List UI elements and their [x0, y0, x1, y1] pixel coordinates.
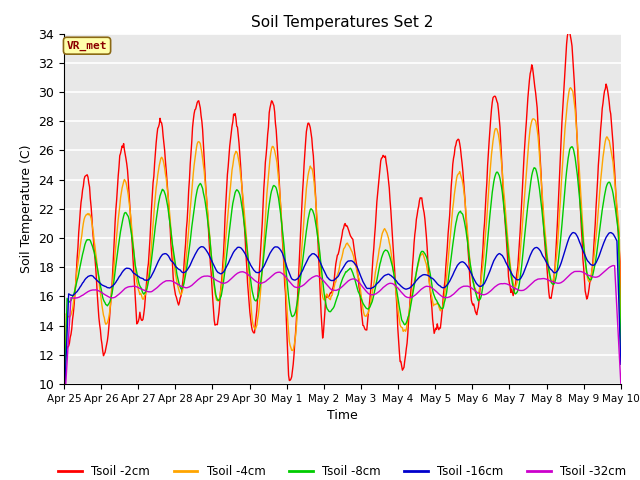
Tsoil -4cm [426, 286, 434, 291]
Tsoil -32cm [184, 285, 192, 290]
Tsoil -8cm [568, 144, 576, 150]
Tsoil -32cm [214, 278, 221, 284]
Tsoil -32cm [426, 284, 434, 290]
Tsoil -16cm [214, 269, 221, 275]
Tsoil -16cm [617, 361, 625, 367]
Line: Tsoil -2cm: Tsoil -2cm [64, 32, 621, 436]
Tsoil -4cm [617, 334, 625, 339]
Tsoil -2cm [70, 302, 78, 308]
Tsoil -16cm [60, 408, 68, 414]
Tsoil -2cm [60, 433, 68, 439]
Tsoil -8cm [410, 284, 418, 289]
Tsoil -8cm [214, 297, 221, 302]
Tsoil -4cm [70, 295, 78, 301]
Tsoil -32cm [410, 293, 418, 299]
Text: VR_met: VR_met [67, 41, 108, 51]
Tsoil -2cm [127, 228, 135, 233]
Tsoil -32cm [617, 380, 625, 386]
Tsoil -8cm [426, 271, 434, 277]
Tsoil -16cm [184, 266, 192, 272]
Tsoil -8cm [60, 409, 68, 415]
Line: Tsoil -16cm: Tsoil -16cm [64, 233, 621, 411]
Legend: Tsoil -2cm, Tsoil -4cm, Tsoil -8cm, Tsoil -16cm, Tsoil -32cm: Tsoil -2cm, Tsoil -4cm, Tsoil -8cm, Tsoi… [54, 461, 631, 480]
Tsoil -4cm [410, 280, 418, 286]
Tsoil -2cm [184, 204, 192, 210]
Tsoil -2cm [426, 289, 434, 295]
Tsoil -4cm [566, 85, 574, 91]
Line: Tsoil -8cm: Tsoil -8cm [64, 147, 621, 412]
Line: Tsoil -4cm: Tsoil -4cm [64, 88, 621, 421]
Tsoil -32cm [127, 284, 135, 289]
Tsoil -32cm [70, 295, 78, 301]
X-axis label: Time: Time [327, 409, 358, 422]
Tsoil -16cm [410, 281, 418, 287]
Tsoil -8cm [184, 256, 192, 262]
Tsoil -8cm [617, 347, 625, 353]
Title: Soil Temperatures Set 2: Soil Temperatures Set 2 [252, 15, 433, 30]
Tsoil -4cm [127, 221, 135, 227]
Line: Tsoil -32cm: Tsoil -32cm [64, 265, 621, 413]
Tsoil -16cm [70, 291, 78, 297]
Tsoil -2cm [617, 330, 625, 336]
Tsoil -16cm [127, 267, 135, 273]
Tsoil -8cm [70, 290, 78, 296]
Tsoil -32cm [60, 410, 68, 416]
Tsoil -2cm [410, 240, 418, 246]
Tsoil -16cm [570, 230, 577, 236]
Tsoil -2cm [214, 322, 221, 327]
Tsoil -32cm [609, 263, 617, 268]
Tsoil -8cm [127, 230, 135, 236]
Tsoil -2cm [564, 29, 572, 35]
Tsoil -4cm [214, 298, 221, 303]
Tsoil -4cm [184, 237, 192, 242]
Y-axis label: Soil Temperature (C): Soil Temperature (C) [20, 144, 33, 273]
Tsoil -4cm [60, 418, 68, 424]
Tsoil -16cm [426, 275, 434, 280]
